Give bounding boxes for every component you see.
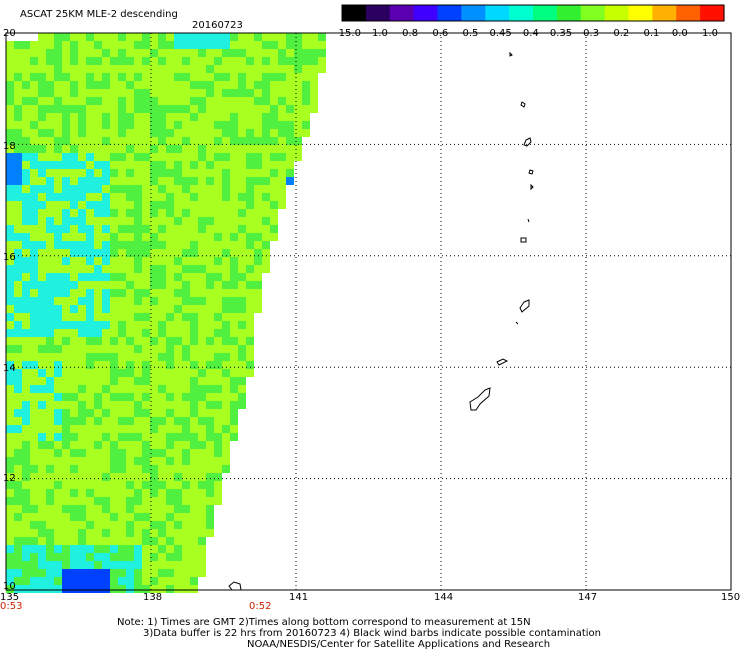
footer-note-2: 3)Data buffer is 22 hrs from 20160723 4)… [143,628,601,639]
colorbar-segment [413,5,439,21]
island-outline [515,321,519,325]
coastline [228,51,534,591]
lat-label-18: 18 [3,141,16,152]
map-frame [5,32,732,591]
graticule [6,33,731,590]
product-title: ASCAT 25KM MLE-2 descending [20,9,178,20]
island-outline [469,387,491,411]
island-outline [519,299,530,313]
colorbar-segment [437,5,462,21]
island-outline [520,237,527,243]
colorbar-segment [342,5,367,21]
colorbar-segment [676,5,701,21]
footer-note-1: Note: 1) Times are GMT 2)Times along bot… [117,617,531,628]
lat-label-16: 16 [3,252,16,263]
time-label-middle: 0:52 [249,601,272,612]
colorbar-segment [604,5,630,21]
lon-label-150: 150 [721,592,740,603]
colorbar-segment [389,5,415,21]
colorbar-segment [700,5,725,21]
colorbar-segment [628,5,653,21]
island-outline [228,581,242,591]
colorbar-segment [509,5,534,21]
lon-label-144: 144 [434,592,454,603]
lat-label-20: 20 [3,28,16,39]
island-outline [520,101,526,108]
colorbar-segment [652,5,677,21]
lon-label-135: 135 [0,592,20,603]
island-outline [496,358,509,366]
colorbar-segment [580,5,606,21]
colorbar-segment [485,5,510,21]
island-outline [509,51,513,57]
product-date: 20160723 [192,20,243,31]
colorbar-segment [461,5,486,21]
colorbar-segment [365,5,391,21]
lon-label-141: 141 [289,592,309,603]
island-outline [527,218,530,223]
time-label-left: 0:53 [0,601,23,612]
footer-credit: NOAA/NESDIS/Center for Satellite Applica… [247,639,551,650]
lat-label-14: 14 [3,363,16,374]
scatterometer-swath [6,33,326,593]
colorbar-segment [533,5,558,21]
island-outline [528,169,534,175]
lon-label-138: 138 [143,592,163,603]
lat-label-10: 10 [3,581,16,592]
island-outline [523,137,532,147]
lat-label-12: 12 [3,473,16,484]
colorbar-segment [556,5,582,21]
lon-label-147: 147 [578,592,598,603]
island-outline [530,183,534,191]
